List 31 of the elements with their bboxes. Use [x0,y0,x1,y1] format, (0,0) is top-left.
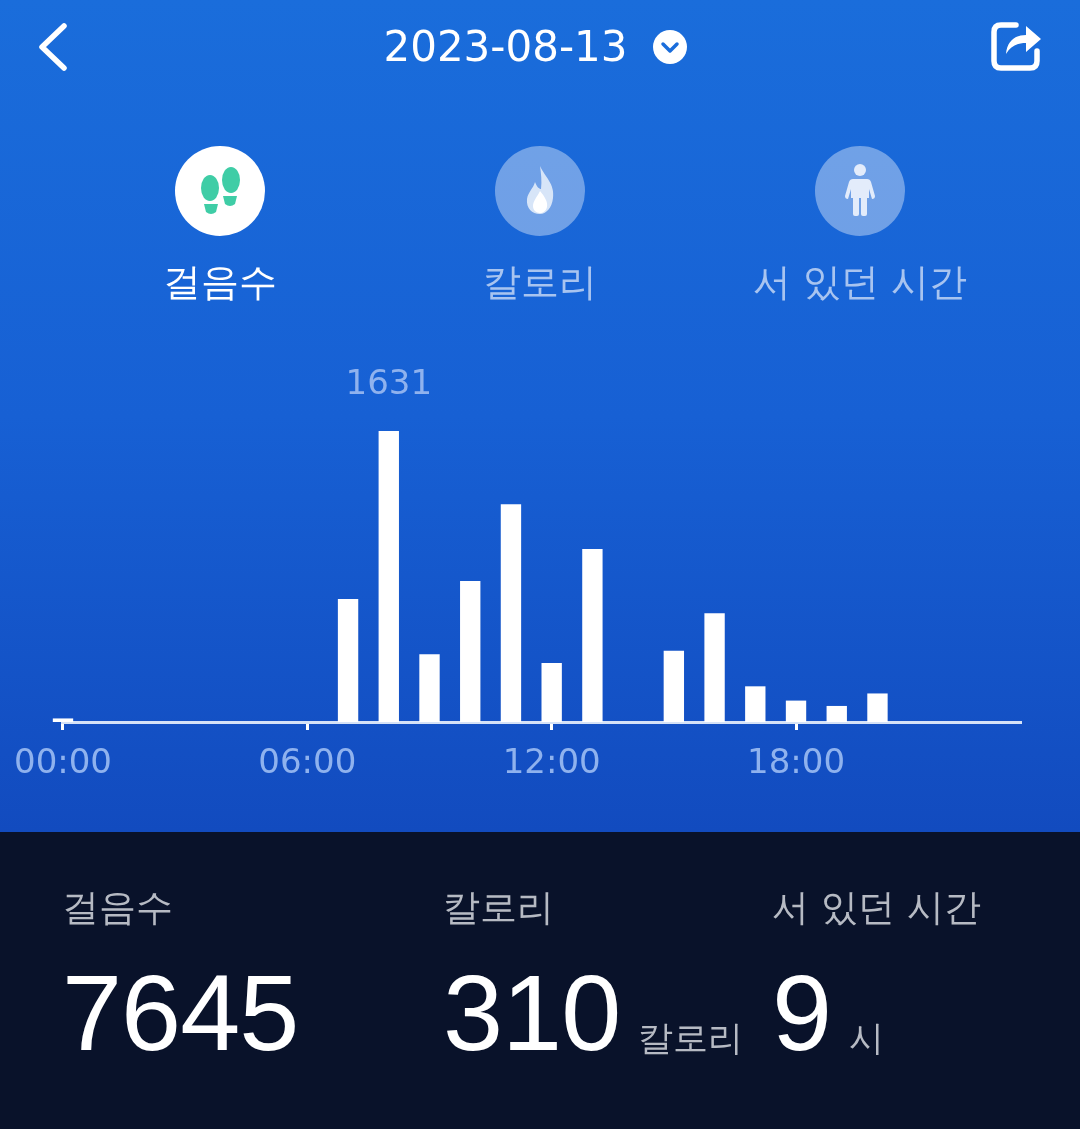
bar [785,700,807,722]
text: 걸음수 [162,260,278,304]
text: 칼로리 [443,886,554,930]
data-label: 1631 [345,361,433,402]
bar [378,431,399,722]
text: 칼로리 [482,260,598,304]
bar [663,650,685,722]
bar [460,581,481,722]
bar [419,654,440,722]
x-tick-label: 06:00 [258,741,357,782]
bar [745,686,766,722]
bar [826,705,847,722]
bar [541,663,562,722]
x-tick-label: 18:00 [747,741,846,782]
text: 서 있던 시간 [772,886,981,930]
bar [867,693,888,722]
bar [52,718,74,722]
data-label: 310 [443,952,621,1073]
bar [337,598,359,722]
text: 걸음수 [62,886,173,930]
bar [582,548,603,722]
text: 시 [849,1018,885,1058]
chart-title: 2023-08-13 [383,22,628,72]
bar [704,613,725,722]
text: 칼로리 [638,1018,744,1058]
data-label: 7645 [62,952,299,1073]
x-tick-label: 12:00 [502,741,601,782]
x-tick-label: 00:00 [14,741,112,782]
data-label: 9 [772,952,832,1073]
bar [500,504,522,722]
text: 서 있던 시간 [751,260,969,304]
